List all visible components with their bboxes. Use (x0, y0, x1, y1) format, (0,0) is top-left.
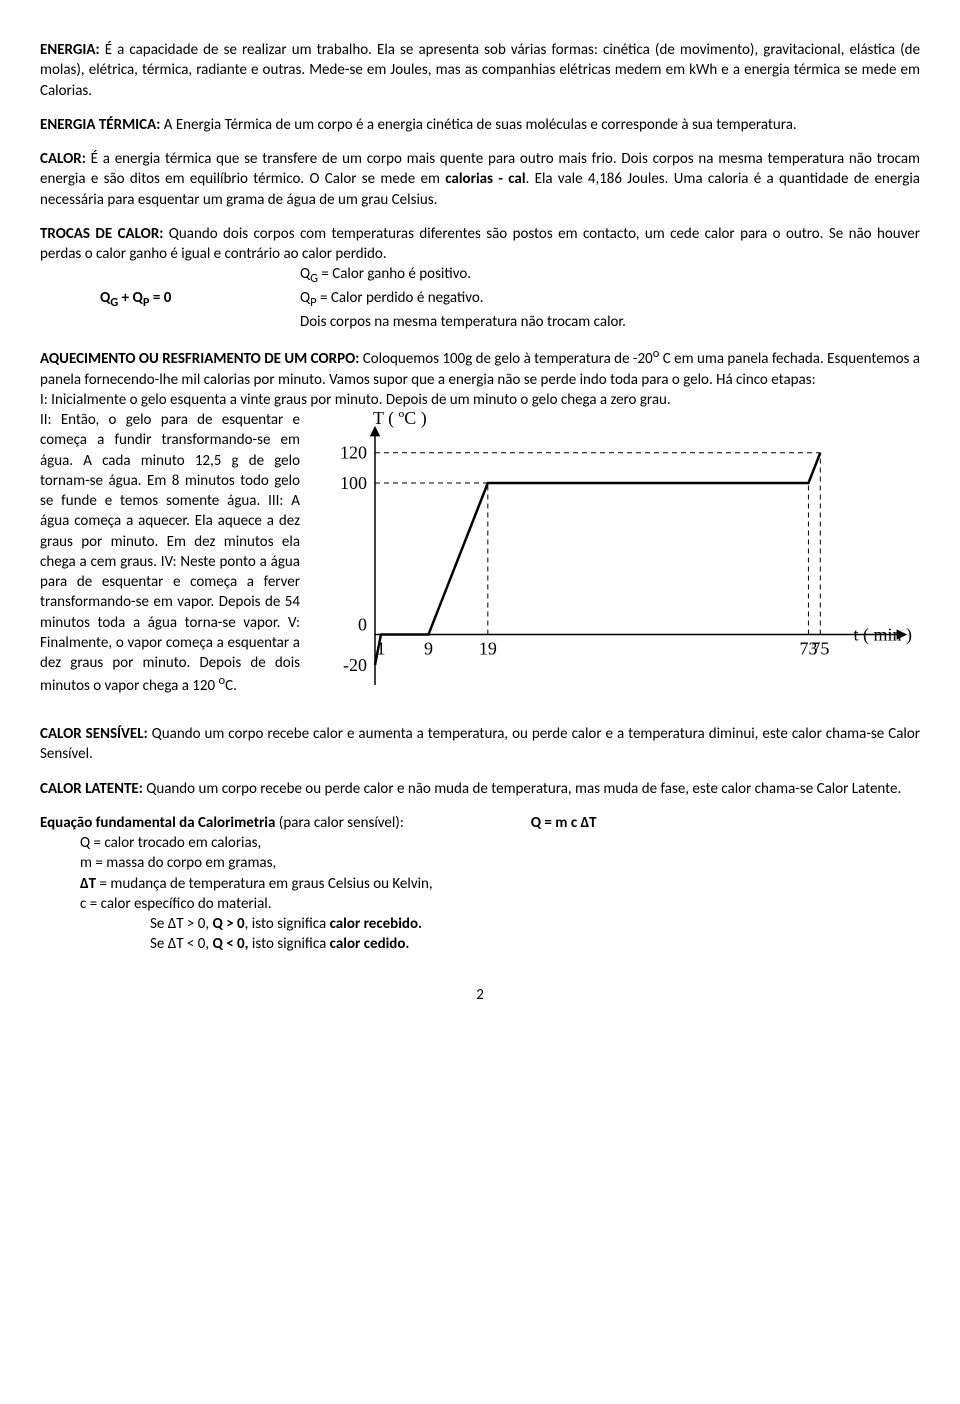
eq-left: QG + QP = 0 (100, 289, 171, 307)
bold-calorias: calorias - cal (445, 170, 525, 188)
heating-curve-chart: T ( ºC )t ( min )-20010012019197375 (320, 410, 920, 710)
equation-block: QG = Calor ganho é positivo. QG + QP = 0… (100, 264, 920, 332)
document-page: ENERGIA: É a capacidade de se realizar u… (0, 0, 960, 1035)
eqf-l3: ΔT = mudança de temperatura em graus Cel… (80, 874, 920, 894)
svg-text:-20: -20 (343, 655, 367, 675)
chart-svg: T ( ºC )t ( min )-20010012019197375 (320, 410, 920, 710)
eq-line-qg: QG = Calor ganho é positivo. (300, 264, 920, 288)
label-aquecimento: AQUECIMENTO OU RESFRIAMENTO DE UM CORPO: (40, 350, 359, 368)
stage-i: I: Inicialmente o gelo esquenta a vinte … (40, 390, 920, 410)
paragraph-energia: ENERGIA: É a capacidade de se realizar u… (40, 40, 920, 101)
svg-text:9: 9 (424, 639, 433, 659)
paragraph-calor: CALOR: É a energia térmica que se transf… (40, 149, 920, 210)
label-trocas: TROCAS DE CALOR: (40, 225, 163, 243)
svg-text:100: 100 (340, 473, 367, 493)
eq-line-notrade: Dois corpos na mesma temperatura não tro… (300, 312, 920, 332)
label-calor-sensivel: CALOR SENSÍVEL: (40, 725, 148, 743)
paragraph-calor-latente: CALOR LATENTE: Quando um corpo recebe ou… (40, 779, 920, 799)
eqf-formula: Q = m c ΔT (531, 814, 597, 832)
stages-column: II: Então, o gelo para de esquentar e co… (40, 410, 300, 710)
svg-text:t ( min ): t ( min ) (854, 625, 913, 646)
eq-line-qp: QP = Calor perdido é negativo. (300, 288, 920, 312)
page-number: 2 (40, 985, 920, 1005)
equation-fundamental: Equação fundamental da Calorimetria (par… (40, 813, 920, 955)
eqf-l2: m = massa do corpo em gramas, (80, 853, 920, 873)
eqf-l6: Se ΔT < 0, Q < 0, isto significa calor c… (150, 934, 920, 954)
paragraph-calor-sensivel: CALOR SENSÍVEL: Quando um corpo recebe c… (40, 724, 920, 765)
text-energia-termica: A Energia Térmica de um corpo é a energi… (160, 116, 796, 134)
label-calor: CALOR: (40, 150, 86, 168)
chart-column: T ( ºC )t ( min )-20010012019197375 (300, 410, 920, 710)
eqf-text-a: (para calor sensível): (275, 814, 404, 832)
label-energia: ENERGIA: (40, 41, 100, 59)
eqf-l1: Q = calor trocado em calorias, (80, 833, 920, 853)
paragraph-trocas: TROCAS DE CALOR: Quando dois corpos com … (40, 224, 920, 265)
two-column-region: II: Então, o gelo para de esquentar e co… (40, 410, 920, 710)
stage-ii: II: Então, o gelo para de esquentar e co… (40, 411, 300, 510)
eqf-l5: Se ΔT > 0, Q > 0, isto significa calor r… (150, 914, 920, 934)
label-calor-latente: CALOR LATENTE: (40, 780, 143, 798)
eqf-label: Equação fundamental da Calorimetria (40, 814, 275, 832)
svg-text:75: 75 (811, 639, 829, 659)
text-calor-latente: Quando um corpo recebe ou perde calor e … (143, 780, 901, 798)
svg-text:19: 19 (479, 639, 497, 659)
text-trocas: Quando dois corpos com temperaturas dife… (40, 225, 920, 263)
paragraph-energia-termica: ENERGIA TÉRMICA: A Energia Térmica de um… (40, 115, 920, 135)
svg-text:T ( ºC ): T ( ºC ) (373, 410, 427, 429)
svg-text:0: 0 (358, 615, 367, 635)
text-energia: É a capacidade de se realizar um trabalh… (40, 41, 920, 100)
label-energia-termica: ENERGIA TÉRMICA: (40, 116, 160, 134)
eqf-l4: c = calor específico do material. (80, 894, 920, 914)
paragraph-aquecimento: AQUECIMENTO OU RESFRIAMENTO DE UM CORPO:… (40, 346, 920, 390)
text-calor-sensivel: Quando um corpo recebe calor e aumenta a… (40, 725, 920, 763)
svg-text:120: 120 (340, 443, 367, 463)
